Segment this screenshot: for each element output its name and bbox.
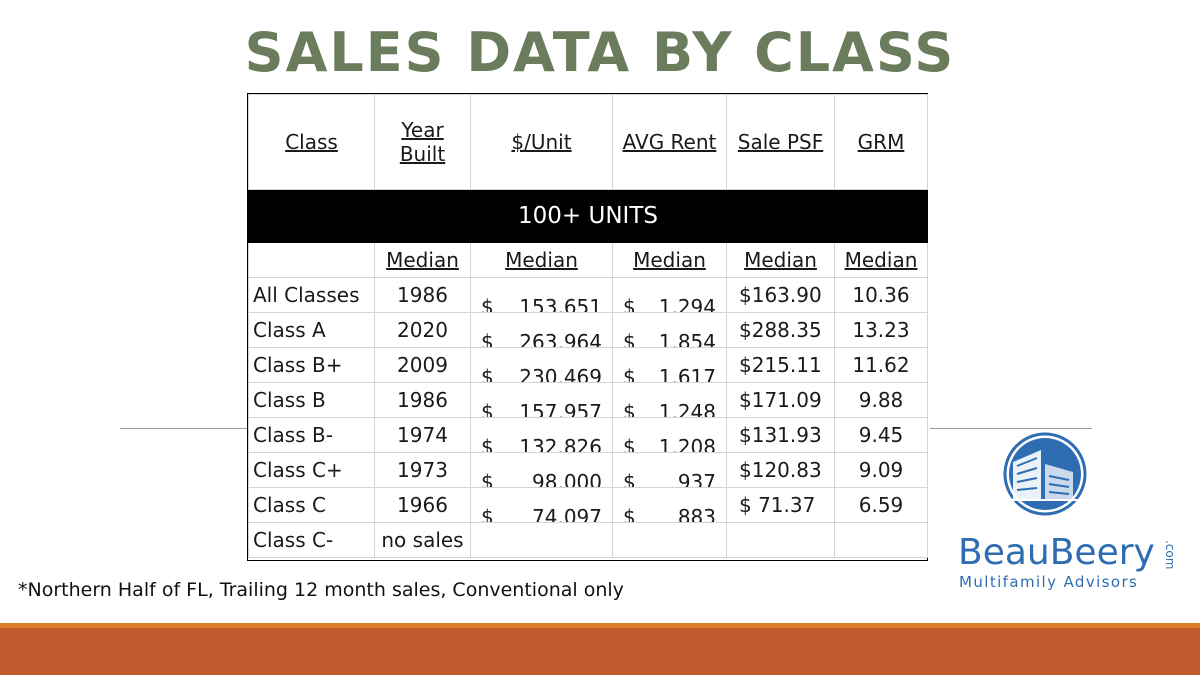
per-unit-cell: $157,957: [470, 382, 613, 418]
avg-rent-cell: $1,208: [612, 417, 727, 453]
sale-psf-cell: $131.93: [726, 417, 835, 453]
year-built-cell: 1986: [374, 382, 471, 418]
year-built-cell: 1966: [374, 487, 471, 523]
table-row: Class C+ 1973 $98,000 $937 $120.83 9.09: [248, 452, 928, 488]
footer-bar: [0, 628, 1200, 675]
table-row: All Classes 1986 $153,651 $1,294 $163.90 10.3…: [248, 277, 928, 313]
class-cell: Class B: [248, 382, 375, 418]
sale-psf-cell: $288.35: [726, 312, 835, 348]
table-row: Class B 1986 $157,957 $1,248 $171.09 9.88: [248, 382, 928, 418]
year-built-cell: 1974: [374, 417, 471, 453]
class-cell: Class C-: [248, 522, 375, 558]
grm-cell: [834, 522, 928, 558]
per-unit-cell: $132,826: [470, 417, 613, 453]
median-label: Median: [726, 242, 835, 278]
class-cell: Class A: [248, 312, 375, 348]
avg-rent-cell: $1,248: [612, 382, 727, 418]
svg-text:.com: .com: [1163, 540, 1177, 569]
building-emblem-icon: BeauBeery .com Multifamily Advisors: [958, 432, 1177, 591]
avg-rent-cell: $1,294: [612, 277, 727, 313]
units-band-label: 100+ UNITS: [248, 189, 928, 243]
year-built-cell: 1986: [374, 277, 471, 313]
year-built-cell: 2020: [374, 312, 471, 348]
avg-rent-cell: $883: [612, 487, 727, 523]
header-per-unit: $/Unit: [470, 94, 613, 190]
table-row: Class C-no sales: [248, 522, 928, 558]
header-avg-rent: AVG Rent: [612, 94, 727, 190]
grm-cell: 13.23: [834, 312, 928, 348]
class-cell: Class C+: [248, 452, 375, 488]
per-unit-cell: $98,000: [470, 452, 613, 488]
year-built-cell: 1973: [374, 452, 471, 488]
svg-text:Multifamily Advisors: Multifamily Advisors: [959, 573, 1138, 591]
class-cell: Class B-: [248, 417, 375, 453]
per-unit-cell: $263,964: [470, 312, 613, 348]
avg-rent-cell: [612, 522, 727, 558]
table-row: Class A 2020 $263,964 $1,854 $288.35 13.23: [248, 312, 928, 348]
header-grm: GRM: [834, 94, 928, 190]
sale-psf-cell: $215.11: [726, 347, 835, 383]
sale-psf-cell: $171.09: [726, 382, 835, 418]
year-built-cell: 2009: [374, 347, 471, 383]
avg-rent-cell: $1,854: [612, 312, 727, 348]
median-label: Median: [834, 242, 928, 278]
sales-data-table: Class Year Built $/Unit AVG Rent Sale PSF…: [247, 93, 928, 561]
per-unit-cell: $230,469: [470, 347, 613, 383]
grm-cell: 6.59: [834, 487, 928, 523]
median-label: Median: [612, 242, 727, 278]
per-unit-cell: $153,651: [470, 277, 613, 313]
class-cell: Class C: [248, 487, 375, 523]
per-unit-cell: $74,097: [470, 487, 613, 523]
grm-cell: 11.62: [834, 347, 928, 383]
sale-psf-cell: [726, 522, 835, 558]
sale-psf-cell: $163.90: [726, 277, 835, 313]
company-logo: BeauBeery .com Multifamily Advisors: [955, 432, 1180, 597]
median-label: Median: [374, 242, 471, 278]
class-cell: Class B+: [248, 347, 375, 383]
header-class: Class: [248, 94, 375, 190]
grm-cell: 9.45: [834, 417, 928, 453]
units-band-row: 100+ UNITS: [248, 189, 928, 243]
footer-accent-bar: [0, 623, 1200, 628]
header-sale-psf: Sale PSF: [726, 94, 835, 190]
divider-line-right: [930, 428, 1092, 429]
avg-rent-cell: $937: [612, 452, 727, 488]
table-row: Class C 1966 $74,097 $883 $ 71.37 6.59: [248, 487, 928, 523]
grm-cell: 10.36: [834, 277, 928, 313]
header-year-built: Year Built: [374, 94, 471, 190]
svg-text:BeauBeery: BeauBeery: [958, 532, 1155, 573]
avg-rent-cell: $1,617: [612, 347, 727, 383]
class-cell: All Classes: [248, 277, 375, 313]
table-row: Class B+ 2009 $230,469 $1,617 $215.11 11.62: [248, 347, 928, 383]
grm-cell: 9.88: [834, 382, 928, 418]
median-label: Median: [470, 242, 613, 278]
sale-psf-cell: $120.83: [726, 452, 835, 488]
table-header-row: Class Year Built $/Unit AVG Rent Sale PSF…: [248, 94, 928, 190]
grm-cell: 9.09: [834, 452, 928, 488]
median-label-row: Median Median Median Median Median: [248, 242, 928, 278]
table-row: Class B- 1974 $132,826 $1,208 $131.93 9.45: [248, 417, 928, 453]
slide-title: SALES DATA BY CLASS: [244, 21, 956, 84]
footnote: *Northern Half of FL, Trailing 12 month …: [18, 579, 624, 601]
per-unit-cell: [470, 522, 613, 558]
divider-line-left: [120, 428, 248, 429]
sale-psf-cell: $ 71.37: [726, 487, 835, 523]
year-built-cell: no sales: [374, 522, 471, 558]
median-empty-cell: [248, 242, 375, 278]
